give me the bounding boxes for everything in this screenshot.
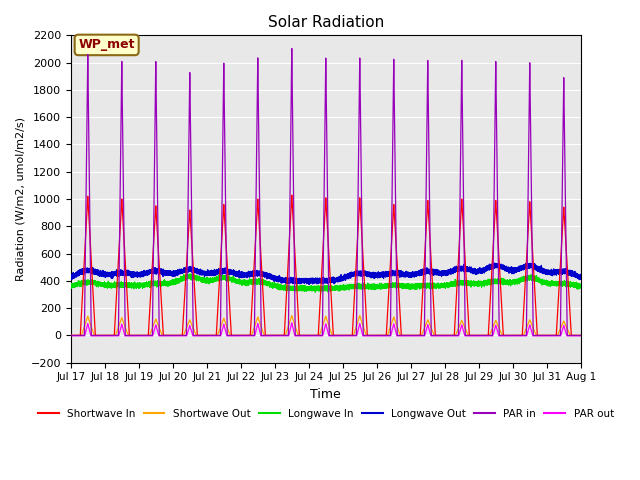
Text: WP_met: WP_met [79, 38, 135, 51]
Y-axis label: Radiation (W/m2, umol/m2/s): Radiation (W/m2, umol/m2/s) [15, 117, 25, 281]
Title: Solar Radiation: Solar Radiation [268, 15, 384, 30]
X-axis label: Time: Time [310, 388, 341, 401]
Legend: Shortwave In, Shortwave Out, Longwave In, Longwave Out, PAR in, PAR out: Shortwave In, Shortwave Out, Longwave In… [33, 405, 618, 423]
